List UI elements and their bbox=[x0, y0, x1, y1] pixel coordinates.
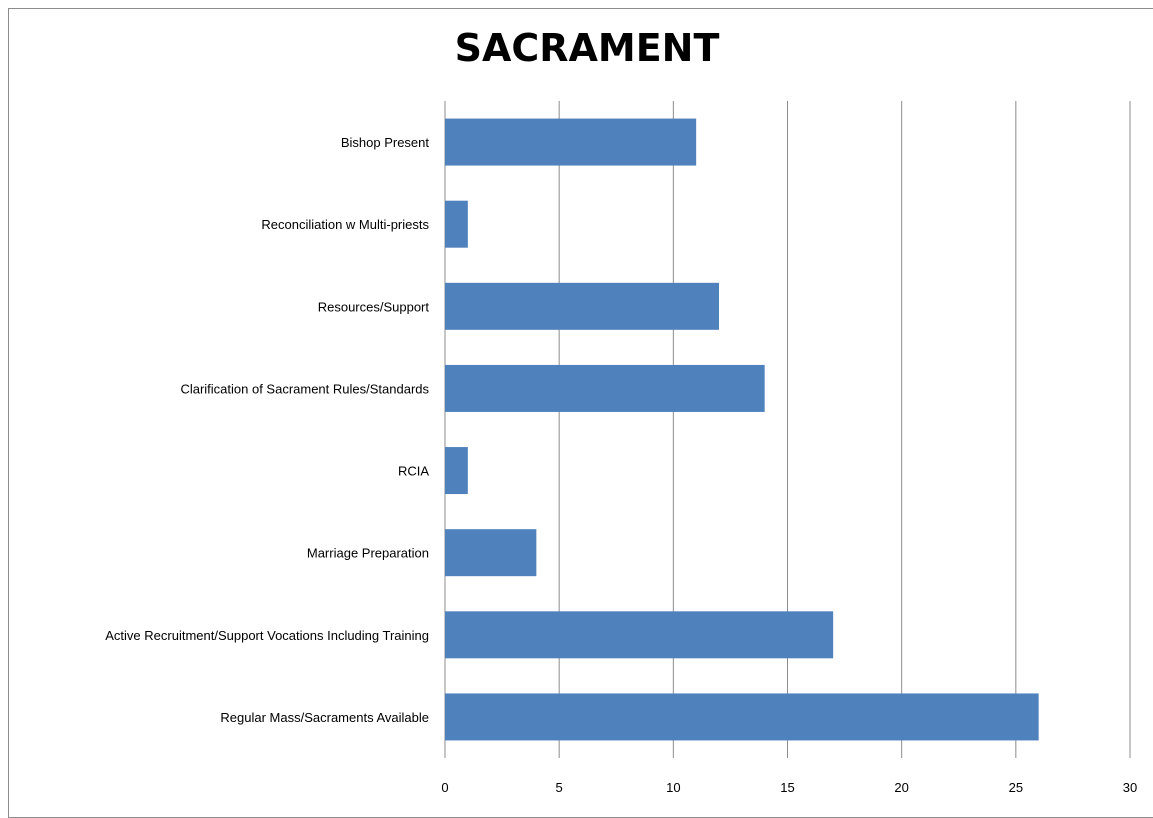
bar bbox=[445, 282, 719, 330]
bar bbox=[445, 364, 765, 412]
x-tick-label: 20 bbox=[894, 780, 908, 795]
x-tick-label: 0 bbox=[441, 780, 448, 795]
x-tick-label: 10 bbox=[666, 780, 680, 795]
bar bbox=[445, 447, 468, 495]
bar bbox=[445, 200, 468, 248]
bar bbox=[445, 118, 697, 166]
bar bbox=[445, 611, 834, 659]
category-label: Clarification of Sacrament Rules/Standar… bbox=[180, 381, 429, 396]
bar bbox=[445, 693, 1039, 741]
category-label: Resources/Support bbox=[318, 299, 430, 314]
category-label: Bishop Present bbox=[341, 135, 430, 150]
category-label: Active Recruitment/Support Vocations Inc… bbox=[105, 628, 429, 643]
chart-title: SACRAMENT bbox=[454, 26, 720, 70]
category-label: Reconciliation w Multi-priests bbox=[261, 217, 429, 232]
x-tick-label: 25 bbox=[1009, 780, 1023, 795]
category-label: RCIA bbox=[398, 464, 429, 479]
category-label: Marriage Preparation bbox=[307, 546, 429, 561]
category-label: Regular Mass/Sacraments Available bbox=[220, 710, 429, 725]
x-tick-label: 15 bbox=[780, 780, 794, 795]
x-tick-label: 5 bbox=[556, 780, 563, 795]
bar bbox=[445, 529, 537, 577]
x-tick-label: 30 bbox=[1123, 780, 1137, 795]
